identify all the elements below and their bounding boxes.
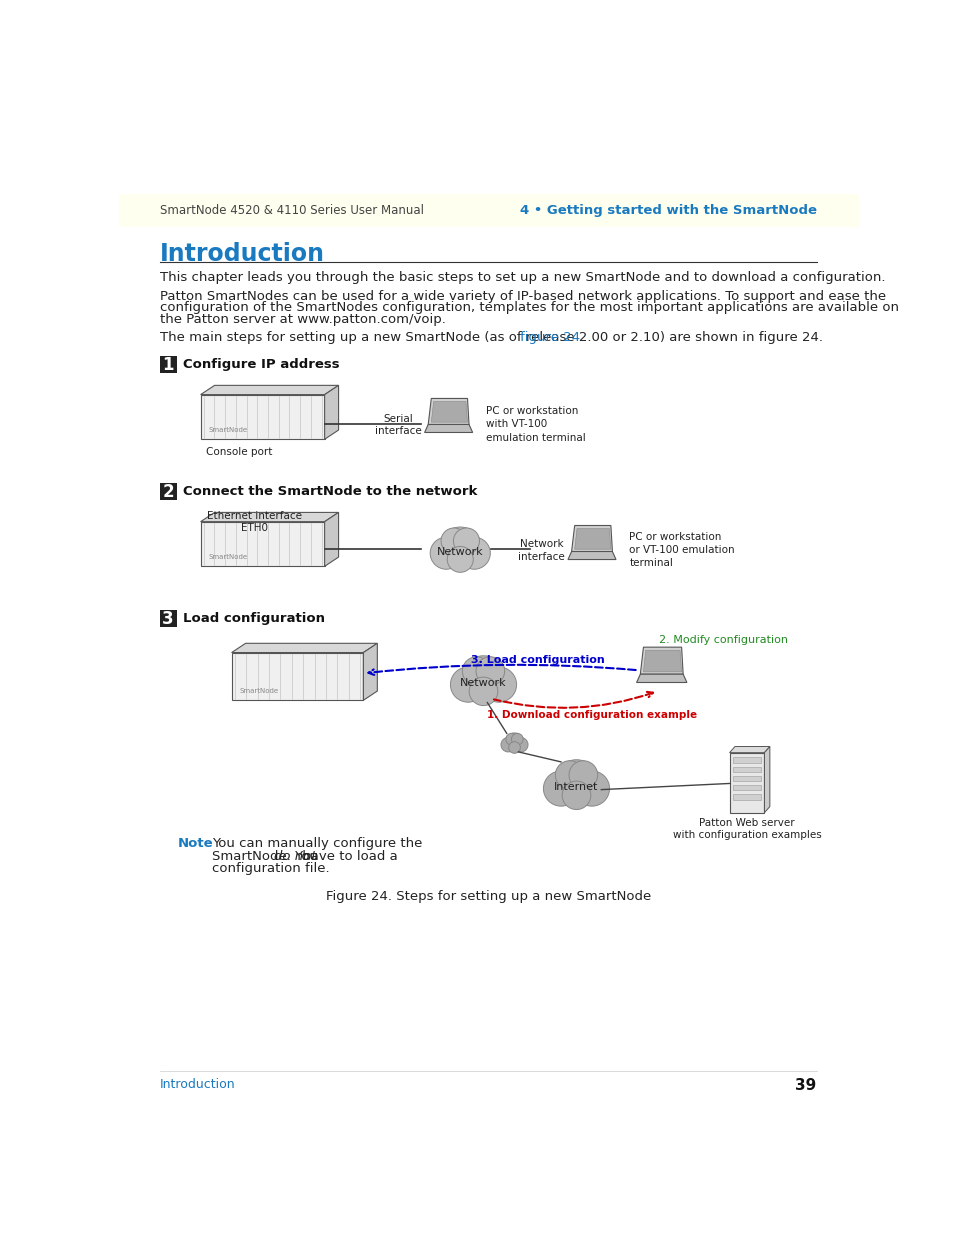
Polygon shape — [200, 385, 338, 395]
Circle shape — [480, 667, 516, 703]
FancyBboxPatch shape — [732, 785, 760, 790]
Polygon shape — [763, 746, 769, 813]
Circle shape — [561, 781, 590, 809]
FancyBboxPatch shape — [232, 652, 363, 700]
Text: 3: 3 — [162, 610, 173, 627]
FancyBboxPatch shape — [200, 521, 324, 567]
Polygon shape — [324, 385, 338, 440]
Circle shape — [459, 656, 507, 703]
Circle shape — [438, 527, 481, 571]
Text: PC or workstation
or VT-100 emulation
terminal: PC or workstation or VT-100 emulation te… — [629, 531, 734, 568]
Text: SmartNode: SmartNode — [208, 427, 247, 433]
Text: The main steps for setting up a new SmartNode (as of release 2.00 or 2.10) are s: The main steps for setting up a new Smar… — [159, 331, 821, 345]
Text: Configure IP address: Configure IP address — [183, 358, 339, 370]
Text: Internet: Internet — [554, 782, 598, 793]
Circle shape — [469, 677, 497, 705]
Text: Introduction: Introduction — [159, 1078, 235, 1092]
Text: Console port: Console port — [206, 447, 273, 457]
FancyBboxPatch shape — [729, 752, 763, 813]
Text: do not: do not — [274, 850, 315, 863]
Polygon shape — [567, 552, 616, 559]
Polygon shape — [431, 401, 467, 422]
Text: Introduction: Introduction — [159, 242, 324, 266]
Circle shape — [447, 546, 473, 572]
FancyBboxPatch shape — [159, 610, 176, 627]
Text: SmartNode. You: SmartNode. You — [212, 850, 322, 863]
Polygon shape — [232, 643, 377, 652]
Text: SmartNode: SmartNode — [239, 688, 278, 694]
Text: Serial
interface: Serial interface — [375, 414, 421, 436]
Text: PC or workstation
with VT-100
emulation terminal: PC or workstation with VT-100 emulation … — [485, 406, 585, 442]
Text: 4 • Getting started with the SmartNode: 4 • Getting started with the SmartNode — [519, 204, 816, 217]
Polygon shape — [571, 526, 612, 552]
Text: 39: 39 — [795, 1078, 816, 1093]
Text: SmartNode 4520 & 4110 Series User Manual: SmartNode 4520 & 4110 Series User Manual — [159, 204, 423, 217]
Polygon shape — [639, 647, 682, 674]
FancyBboxPatch shape — [732, 757, 760, 763]
Text: You can manually configure the: You can manually configure the — [212, 837, 422, 851]
Text: configuration of the SmartNodes configuration, templates for the most important : configuration of the SmartNodes configur… — [159, 301, 898, 315]
Circle shape — [504, 732, 524, 752]
Circle shape — [568, 761, 597, 789]
Circle shape — [430, 537, 462, 569]
Text: Connect the SmartNode to the network: Connect the SmartNode to the network — [183, 485, 476, 498]
Text: Load configuration: Load configuration — [183, 613, 324, 625]
Circle shape — [543, 771, 578, 806]
Circle shape — [450, 667, 485, 703]
Text: SmartNode: SmartNode — [208, 555, 247, 561]
Text: Note: Note — [177, 837, 213, 851]
Text: Ethernet interface
ETH0: Ethernet interface ETH0 — [207, 511, 302, 534]
Text: the Patton server at www.patton.com/voip.: the Patton server at www.patton.com/voip… — [159, 312, 445, 326]
Polygon shape — [200, 513, 338, 521]
Circle shape — [500, 737, 515, 752]
Circle shape — [508, 742, 519, 753]
Circle shape — [513, 737, 527, 752]
Circle shape — [505, 734, 517, 745]
Text: 2. Modify configuration: 2. Modify configuration — [659, 635, 787, 645]
Text: Patton SmartNodes can be used for a wide variety of IP-based network application: Patton SmartNodes can be used for a wide… — [159, 290, 884, 303]
Circle shape — [457, 537, 490, 569]
Text: 3. Load configuration: 3. Load configuration — [471, 655, 604, 664]
Text: configuration file.: configuration file. — [212, 862, 330, 874]
Text: 2: 2 — [162, 483, 173, 500]
Polygon shape — [363, 643, 377, 700]
Text: Patton Web server
with configuration examples: Patton Web server with configuration exa… — [672, 818, 821, 841]
FancyBboxPatch shape — [159, 483, 176, 500]
Polygon shape — [428, 399, 469, 425]
Text: Network: Network — [459, 678, 506, 688]
FancyBboxPatch shape — [159, 356, 176, 373]
Text: have to load a: have to load a — [298, 850, 397, 863]
Circle shape — [555, 761, 583, 789]
Polygon shape — [729, 746, 769, 752]
Polygon shape — [324, 513, 338, 567]
Circle shape — [440, 529, 467, 553]
Text: Network: Network — [436, 547, 483, 557]
Text: figure 24: figure 24 — [519, 331, 579, 345]
Text: This chapter leads you through the basic steps to set up a new SmartNode and to : This chapter leads you through the basic… — [159, 272, 884, 284]
Polygon shape — [642, 651, 680, 672]
Polygon shape — [636, 674, 686, 683]
Circle shape — [552, 760, 599, 808]
FancyBboxPatch shape — [732, 794, 760, 799]
FancyBboxPatch shape — [119, 194, 858, 227]
Text: 1: 1 — [162, 356, 173, 373]
Polygon shape — [574, 529, 610, 550]
Text: Network
interface: Network interface — [517, 540, 564, 562]
Text: 1. Download configuration example: 1. Download configuration example — [486, 710, 697, 720]
Text: Figure 24. Steps for setting up a new SmartNode: Figure 24. Steps for setting up a new Sm… — [326, 889, 651, 903]
Circle shape — [453, 529, 479, 553]
Circle shape — [574, 771, 609, 806]
FancyBboxPatch shape — [732, 767, 760, 772]
Circle shape — [511, 734, 522, 745]
FancyBboxPatch shape — [732, 776, 760, 782]
Circle shape — [476, 657, 504, 685]
Polygon shape — [424, 425, 472, 432]
FancyBboxPatch shape — [200, 395, 324, 440]
Circle shape — [462, 657, 491, 685]
